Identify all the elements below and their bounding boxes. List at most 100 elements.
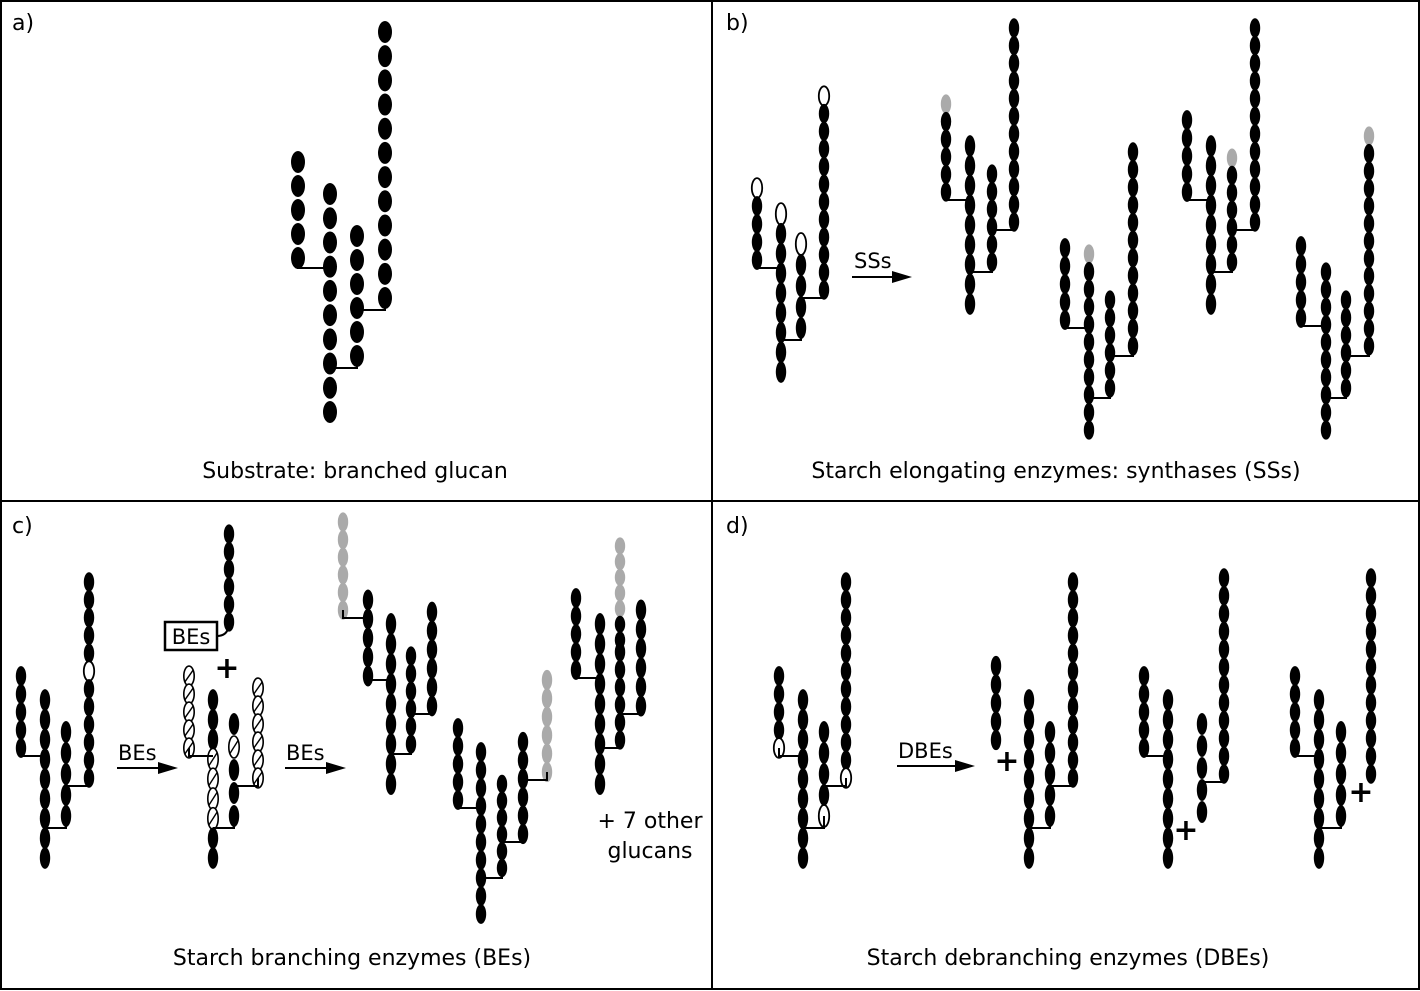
glucose-unit [517,768,529,789]
glucose-unit [1008,35,1020,56]
alpha-1-6-branch-link [1186,192,1211,201]
panel-d-plus-1: + [994,744,1019,779]
glucose-unit [964,135,976,157]
glucose-unit [1205,293,1217,315]
glucose-unit [1313,847,1325,869]
glucose-unit [818,262,830,283]
glucose-unit [405,681,417,701]
glucose-unit [15,702,27,722]
glucose-unit [475,904,487,924]
glucose-unit [818,245,830,265]
glucose-unit [986,234,998,255]
glucose-unit [385,713,397,735]
glucose-unit [426,658,438,679]
bes-enzyme-box [163,620,219,652]
alpha-1-6-branch-link [391,744,412,755]
glucose-unit [426,620,438,642]
glucose-unit [1083,314,1095,335]
glucose-unit [426,676,438,698]
panel-b-caption: Starch elongating enzymes: synthases (SS… [811,459,1300,484]
glucose-unit [496,841,508,861]
alpha-1-6-branch-link [330,356,358,369]
glucose-unit [337,529,349,550]
glucose-unit [1249,71,1261,91]
glucose-unit [39,728,51,751]
alpha-1-6-branch-link [970,262,993,273]
glucose-unit [1205,194,1217,217]
glucose-unit [594,693,606,715]
glucose-unit [1067,679,1079,699]
glucose-unit [1162,689,1174,711]
glucose-unit [1181,164,1193,184]
alpha-1-6-branch-link [824,778,847,787]
glucose-unit [1295,290,1307,310]
glucose-unit [323,376,337,399]
glucose-unit [1008,194,1020,215]
glucose-unit [818,763,830,785]
glucose-unit-hatch [253,717,263,731]
glucose-unit [818,209,830,230]
glucose-unit [1127,212,1139,233]
glucose-unit [1205,135,1217,157]
glucose-unit [323,279,337,302]
glucose-unit [940,129,952,149]
glucose-unit [60,742,72,764]
glucose-unit [774,202,788,226]
glucose-unit [1162,748,1174,771]
glucose-unit [39,827,51,850]
glucose-unit [1059,238,1071,258]
glucose-unit [83,750,95,770]
glucose-unit [1196,713,1208,735]
glucose-unit [378,117,392,140]
glucose-unit [1226,148,1238,168]
glucose-unit [840,714,852,735]
glucose-unit [228,759,240,781]
alpha-1-6-branch-link [523,772,548,781]
panel-d-label: d) [726,514,749,539]
glucose-unit [337,512,349,532]
alpha-1-6-branch-link [1029,816,1051,829]
glucose-unit [350,321,364,343]
glucose-unit [228,713,240,735]
glucose-unit [207,728,219,751]
glucose-unit [964,273,976,296]
glucose-unit [1196,757,1208,779]
glucose-unit [775,222,787,245]
glucose-unit [1008,159,1020,179]
glucose-unit [541,669,553,691]
glucose-unit [1365,675,1377,695]
glucose-unit [1218,692,1230,713]
glucose-unit [795,296,807,318]
glucose-unit [1320,385,1332,405]
alpha-1-6-branch-link [188,748,213,757]
glucose-unit [775,341,787,364]
glucose-unit [635,618,647,640]
glucose-unit [1218,568,1230,588]
panel-a-label: a) [12,11,34,36]
glucose-unit [964,214,976,236]
glucose-unit [1218,603,1230,624]
panel-c-arrow2-label: BEs [286,741,325,765]
glucose-unit-hatch [208,772,218,786]
glucose-unit-hatch [208,752,218,767]
glucose-unit [1127,159,1139,180]
glucose-unit [426,639,438,660]
glucose-unit [1059,256,1071,276]
glucose-unit [1104,325,1116,345]
glucose-unit [1218,657,1230,677]
glucose-unit [570,642,582,662]
glucose-unit [1196,801,1208,823]
alpha-1-6-branch-link [357,298,386,311]
glucose-unit [1295,272,1307,292]
glucose-unit [337,547,349,567]
glucose-unit [614,712,626,733]
glucose-unit [15,684,27,704]
glucose-unit [60,721,72,743]
glucose-unit [323,231,337,254]
glucose-unit [350,297,364,319]
glucose-unit [385,693,397,715]
glucose-unit [570,624,582,644]
glucose-unit [83,732,95,753]
glucose-unit [1313,748,1325,771]
glucose-unit [223,559,235,579]
